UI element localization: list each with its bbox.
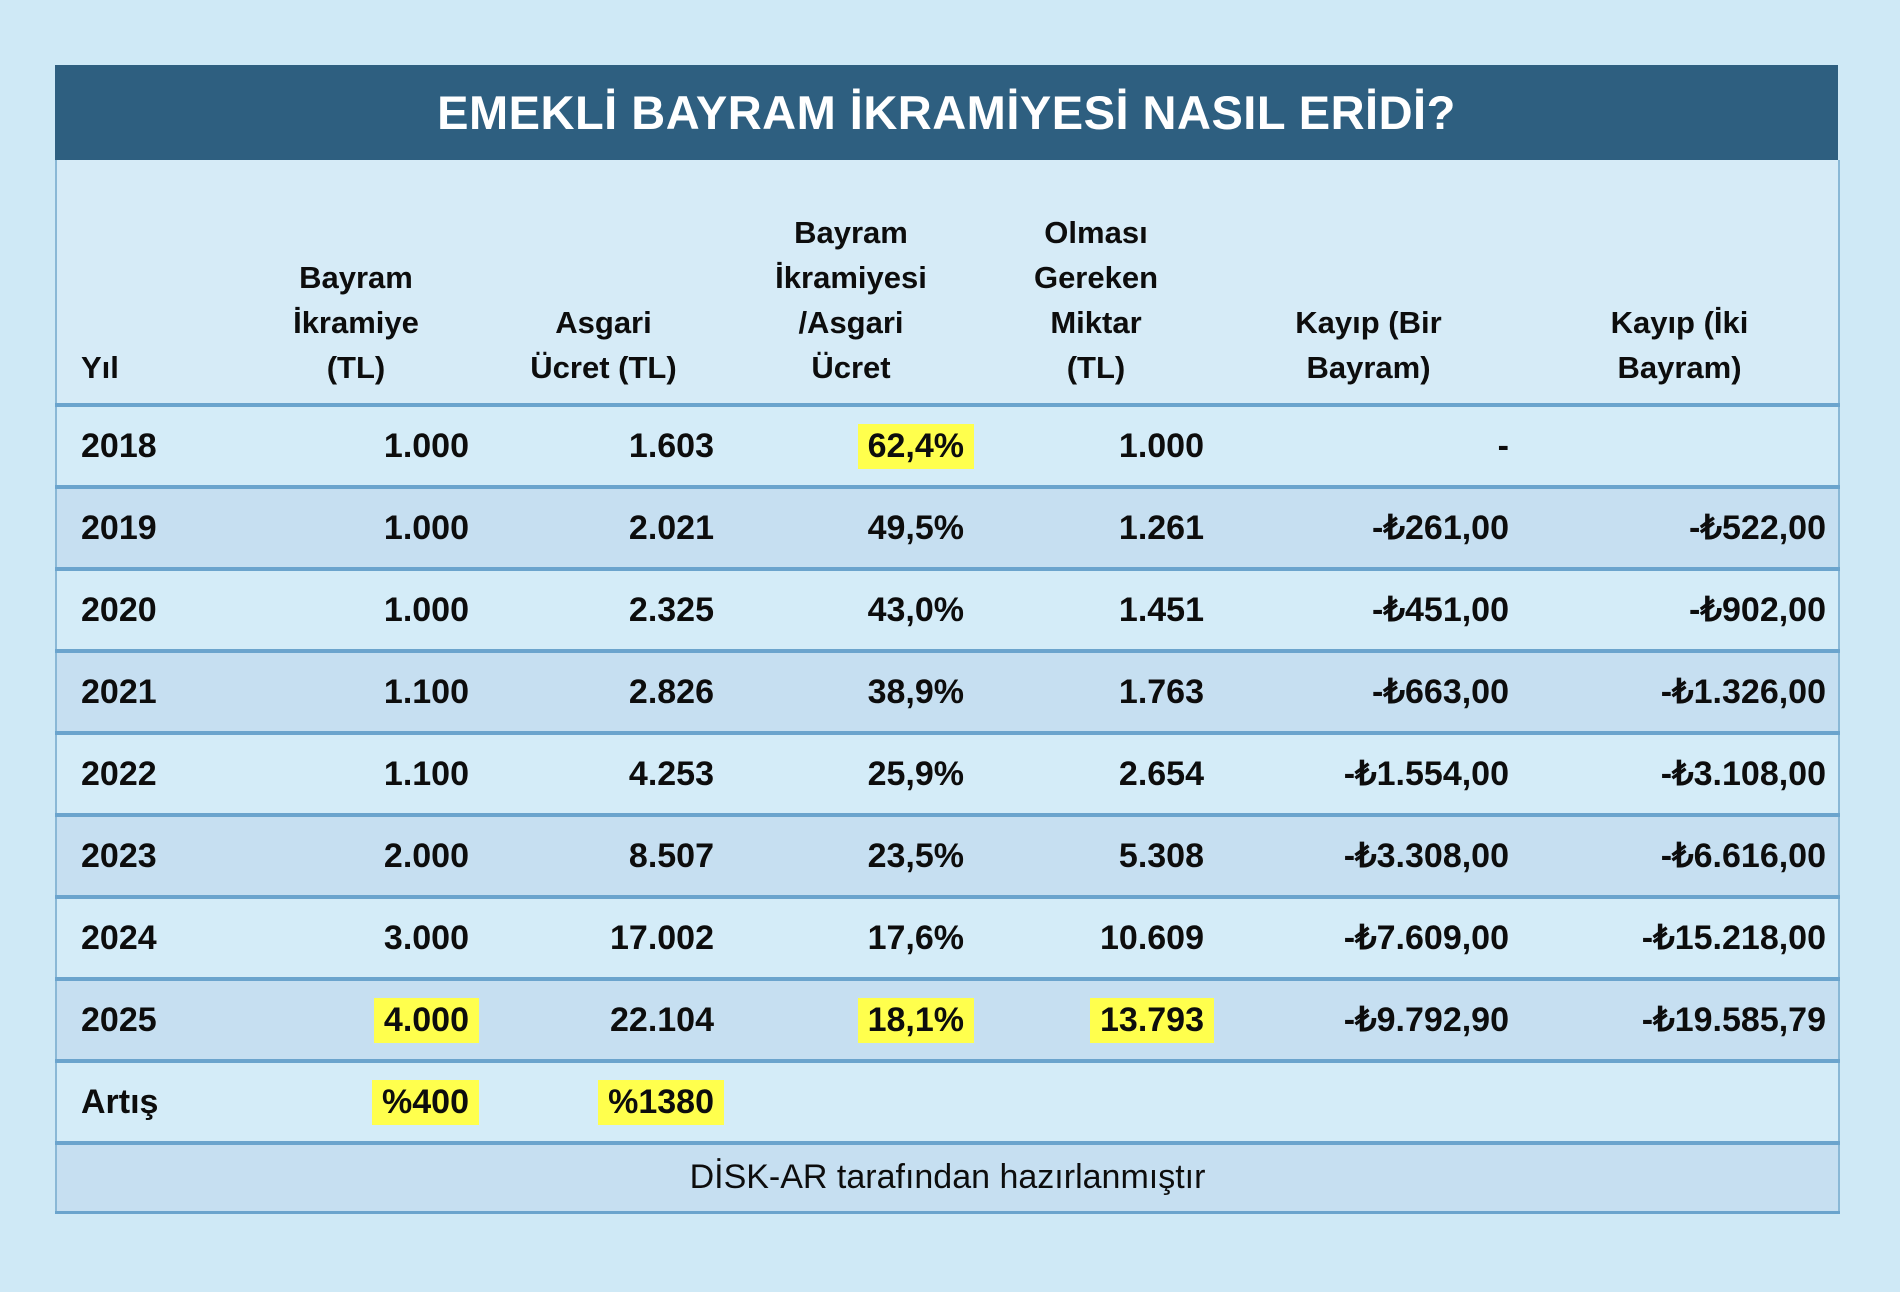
cell-min-wage: 2.021	[628, 508, 714, 547]
cell-ratio: 49,5%	[867, 508, 964, 547]
table-title-bar: EMEKLİ BAYRAM İKRAMİYESİ NASIL ERİDİ?	[55, 65, 1838, 160]
header-kayip-bir-bayram: Kayıp (Bir Bayram)	[1295, 305, 1442, 386]
header-bayram-ikramiye: Bayram İkramiye (TL)	[293, 260, 419, 386]
cell-min-wage: 22.104	[610, 1000, 714, 1039]
cell-loss-one: -	[1497, 426, 1509, 465]
cell-loss-two: -₺1.326,00	[1660, 673, 1826, 711]
cell-year: Artış	[81, 1082, 159, 1121]
cell-ratio: 25,9%	[867, 754, 964, 793]
header-kayip-iki-bayram: Kayıp (İki Bayram)	[1610, 305, 1749, 386]
data-table: Yıl Bayram İkramiye (TL) Asgari Ücret (T…	[55, 160, 1840, 1214]
footer-row: DİSK-AR tarafından hazırlanmıştır	[56, 1143, 1839, 1212]
cell-loss-two: -₺19.585,79	[1641, 1001, 1826, 1039]
cell-min-wage: 2.325	[628, 590, 714, 629]
cell-loss-two	[1521, 1061, 1839, 1143]
cell-loss-two: -₺902,00	[1689, 591, 1826, 629]
header-asgari-ucret: Asgari Ücret (TL)	[530, 305, 677, 386]
cell-loss-one: -₺663,00	[1372, 673, 1509, 711]
cell-required: 2.654	[1118, 754, 1204, 793]
cell-min-wage: 2.826	[628, 672, 714, 711]
cell-ratio: 18,1%	[726, 979, 976, 1061]
table-row-2024: 2024 3.000 17.002 17,6% 10.609 -₺7.609,0…	[56, 897, 1839, 979]
cell-year: 2023	[81, 836, 157, 875]
cell-required: 1.451	[1118, 590, 1204, 629]
table-row-2023: 2023 2.000 8.507 23,5% 5.308 -₺3.308,00 …	[56, 815, 1839, 897]
table-row-2020: 2020 1.000 2.325 43,0% 1.451 -₺451,00 -₺…	[56, 569, 1839, 651]
cell-min-wage: 1.603	[628, 426, 714, 465]
cell-min-wage: 17.002	[610, 918, 714, 957]
cell-loss-two: -₺6.616,00	[1660, 837, 1826, 875]
cell-loss-two: -₺3.108,00	[1660, 755, 1826, 793]
header-yil: Yıl	[81, 350, 119, 386]
cell-bonus: 2.000	[383, 836, 469, 875]
cell-required: 10.609	[1100, 918, 1204, 957]
highlighted-value: %400	[372, 1079, 479, 1125]
table-card: EMEKLİ BAYRAM İKRAMİYESİ NASIL ERİDİ? Yı…	[55, 65, 1840, 1214]
source-credit: DİSK-AR tarafından hazırlanmıştır	[689, 1158, 1206, 1197]
cell-min-wage: 8.507	[628, 836, 714, 875]
table-row-2018: 2018 1.000 1.603 62,4% 1.000 -	[56, 405, 1839, 487]
cell-bonus: 3.000	[383, 918, 469, 957]
header-ikramiye-asgari-orani: Bayram İkramiyesi /Asgari Ücret	[775, 215, 927, 386]
cell-required: 1.763	[1118, 672, 1204, 711]
table-row-2022: 2022 1.100 4.253 25,9% 2.654 -₺1.554,00 …	[56, 733, 1839, 815]
cell-min-wage: %1380	[481, 1061, 726, 1143]
cell-bonus: 1.000	[383, 426, 469, 465]
cell-year: 2019	[81, 508, 157, 547]
cell-year: 2020	[81, 590, 157, 629]
cell-required: 5.308	[1118, 836, 1204, 875]
cell-ratio: 43,0%	[867, 590, 964, 629]
highlighted-value: 18,1%	[857, 997, 974, 1043]
cell-loss-two: -₺15.218,00	[1641, 919, 1826, 957]
highlighted-value: %1380	[598, 1079, 724, 1125]
table-title: EMEKLİ BAYRAM İKRAMİYESİ NASIL ERİDİ?	[437, 86, 1456, 139]
table-row-2021: 2021 1.100 2.826 38,9% 1.763 -₺663,00 -₺…	[56, 651, 1839, 733]
cell-loss-two	[1521, 405, 1839, 487]
header-row: Yıl Bayram İkramiye (TL) Asgari Ücret (T…	[56, 160, 1839, 405]
cell-ratio: 17,6%	[867, 918, 964, 957]
table-row-2025: 2025 4.000 22.104 18,1% 13.793 -₺9.792,9…	[56, 979, 1839, 1061]
cell-loss-two: -₺522,00	[1689, 509, 1826, 547]
cell-year: 2022	[81, 754, 157, 793]
cell-loss-one: -₺261,00	[1372, 509, 1509, 547]
cell-year: 2025	[81, 1000, 157, 1039]
cell-ratio	[726, 1061, 976, 1143]
cell-ratio: 62,4%	[726, 405, 976, 487]
cell-ratio: 38,9%	[867, 672, 964, 711]
cell-bonus: 1.000	[383, 590, 469, 629]
table-row-artis: Artış %400 %1380	[56, 1061, 1839, 1143]
cell-loss-one: -₺3.308,00	[1343, 837, 1509, 875]
cell-min-wage: 4.253	[628, 754, 714, 793]
highlighted-value: 13.793	[1090, 997, 1214, 1043]
cell-required: 1.261	[1118, 508, 1204, 547]
cell-year: 2018	[81, 426, 157, 465]
cell-loss-one: -₺9.792,90	[1343, 1001, 1509, 1039]
cell-bonus: %400	[231, 1061, 481, 1143]
highlighted-value: 62,4%	[857, 423, 974, 469]
cell-bonus: 4.000	[231, 979, 481, 1061]
cell-loss-one: -₺7.609,00	[1343, 919, 1509, 957]
cell-bonus: 1.100	[383, 754, 469, 793]
cell-required: 1.000	[1118, 426, 1204, 465]
cell-bonus: 1.100	[383, 672, 469, 711]
table-row-2019: 2019 1.000 2.021 49,5% 1.261 -₺261,00 -₺…	[56, 487, 1839, 569]
cell-year: 2021	[81, 672, 157, 711]
cell-loss-one: -₺451,00	[1372, 591, 1509, 629]
cell-ratio: 23,5%	[867, 836, 964, 875]
cell-bonus: 1.000	[383, 508, 469, 547]
cell-required	[976, 1061, 1216, 1143]
cell-loss-one	[1216, 1061, 1521, 1143]
highlighted-value: 4.000	[373, 997, 479, 1043]
cell-required: 13.793	[976, 979, 1216, 1061]
cell-loss-one: -₺1.554,00	[1343, 755, 1509, 793]
cell-year: 2024	[81, 918, 157, 957]
header-olmasi-gereken: Olması Gereken Miktar (TL)	[1033, 215, 1159, 386]
